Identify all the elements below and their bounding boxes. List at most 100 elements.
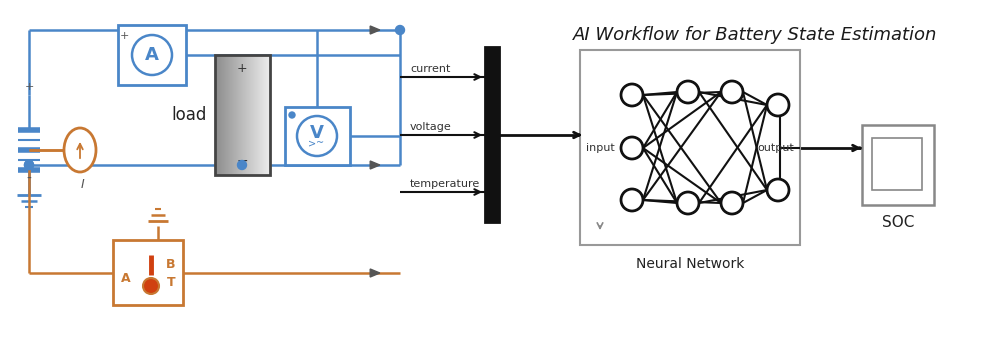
Bar [264, 55, 265, 175]
Bar [260, 55, 261, 175]
Bar [215, 55, 216, 175]
Polygon shape [370, 161, 380, 169]
Bar [262, 55, 263, 175]
Bar [253, 55, 254, 175]
Circle shape [25, 161, 34, 170]
Bar [118, 25, 186, 85]
Text: +: + [237, 62, 248, 75]
Circle shape [132, 35, 172, 75]
Bar [239, 55, 240, 175]
Bar [231, 55, 232, 175]
Bar [230, 55, 231, 175]
Text: AI Workflow for Battery State Estimation: AI Workflow for Battery State Estimation [573, 26, 938, 44]
Text: A: A [146, 46, 159, 64]
Bar [221, 55, 222, 175]
Bar [228, 55, 229, 175]
Circle shape [621, 189, 643, 211]
Text: +: + [25, 82, 34, 92]
Text: SOC: SOC [882, 215, 914, 230]
Bar [269, 55, 270, 175]
Bar [259, 55, 260, 175]
Bar [268, 55, 269, 175]
Bar [247, 55, 248, 175]
Bar [251, 55, 252, 175]
Circle shape [25, 161, 34, 170]
Bar [219, 55, 220, 175]
Bar [255, 55, 256, 175]
Bar [225, 55, 226, 175]
Bar [229, 55, 230, 175]
Text: -: - [27, 172, 32, 186]
Circle shape [677, 192, 699, 214]
Bar [224, 55, 225, 175]
Bar [258, 55, 259, 175]
Bar [113, 240, 183, 305]
Bar [237, 55, 238, 175]
Bar [285, 107, 350, 165]
Bar [254, 55, 255, 175]
Bar [256, 55, 257, 175]
Text: V: V [310, 124, 324, 142]
Text: load: load [171, 106, 207, 124]
Bar [246, 55, 247, 175]
Circle shape [621, 137, 643, 159]
Bar [215, 55, 270, 175]
Circle shape [767, 94, 789, 116]
Bar [216, 55, 217, 175]
Circle shape [289, 112, 295, 118]
Bar [252, 55, 253, 175]
Bar [240, 55, 241, 175]
Bar [244, 55, 245, 175]
Circle shape [721, 192, 743, 214]
Bar [263, 55, 264, 175]
Bar [485, 47, 499, 222]
Bar [222, 55, 223, 175]
Circle shape [297, 116, 337, 156]
Circle shape [677, 81, 699, 103]
Bar [238, 55, 239, 175]
Circle shape [767, 179, 789, 201]
Bar [232, 55, 233, 175]
Text: Neural Network: Neural Network [636, 257, 744, 271]
Bar [245, 55, 246, 175]
Bar [236, 55, 237, 175]
Text: I: I [81, 178, 85, 191]
Bar [243, 55, 244, 175]
Ellipse shape [64, 128, 96, 172]
Text: input: input [586, 143, 615, 153]
Bar [242, 55, 243, 175]
Bar [265, 55, 266, 175]
Bar [261, 55, 262, 175]
Text: temperature: temperature [410, 179, 480, 189]
Text: −: − [237, 154, 248, 168]
Circle shape [238, 161, 247, 170]
Bar [220, 55, 221, 175]
Bar [872, 138, 922, 190]
Text: output: output [757, 143, 794, 153]
Bar [226, 55, 227, 175]
Bar [227, 55, 228, 175]
Text: >: > [308, 138, 316, 148]
Bar [241, 55, 242, 175]
Bar [233, 55, 234, 175]
Text: voltage: voltage [410, 122, 451, 132]
Circle shape [621, 84, 643, 106]
Text: ~: ~ [316, 138, 324, 148]
Text: +: + [120, 31, 129, 41]
Bar [257, 55, 258, 175]
Text: T: T [166, 276, 175, 289]
Circle shape [721, 81, 743, 103]
Bar [234, 55, 235, 175]
Bar [266, 55, 267, 175]
Bar [218, 55, 219, 175]
Text: A: A [121, 271, 131, 284]
Bar [217, 55, 218, 175]
Circle shape [143, 278, 159, 294]
Bar [580, 50, 800, 245]
Bar [235, 55, 236, 175]
Text: B: B [166, 258, 176, 271]
Polygon shape [370, 269, 380, 277]
Bar [248, 55, 249, 175]
Bar [862, 125, 934, 205]
Circle shape [395, 26, 405, 35]
